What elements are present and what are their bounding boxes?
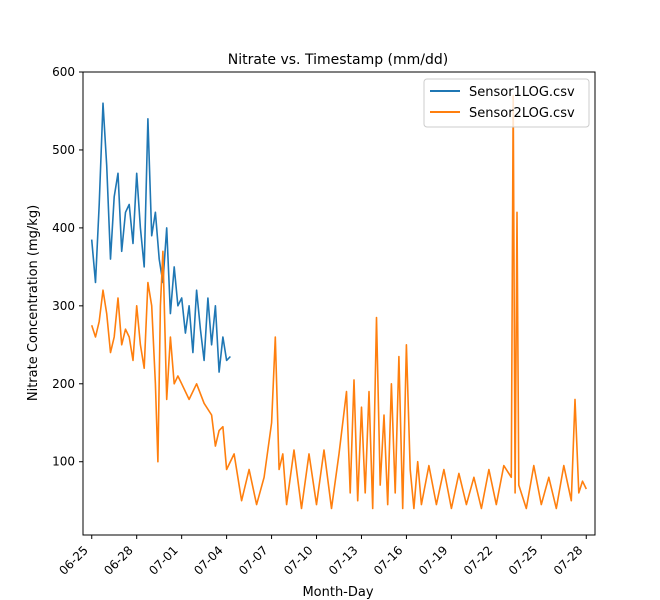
y-tick-label: 400 — [52, 221, 75, 235]
series-line-1 — [90, 102, 231, 373]
series-line-2 — [90, 94, 588, 510]
legend-label-sensor1: Sensor1LOG.csv — [469, 85, 575, 100]
y-tick-label: 300 — [52, 299, 75, 313]
y-axis: 100 200 300 400 500 600 — [52, 65, 83, 469]
x-axis-label: Month-Day — [302, 585, 373, 600]
y-tick-label: 100 — [52, 455, 75, 469]
plot-frame — [82, 71, 596, 536]
y-tick-label: 600 — [52, 65, 75, 79]
plot-area — [90, 94, 588, 510]
y-tick-label: 500 — [52, 143, 75, 157]
chart-title: Nitrate vs. Timestamp (mm/dd) — [228, 52, 449, 68]
legend-box — [423, 78, 590, 128]
legend-label-sensor2: Sensor2LOG.csv — [469, 106, 575, 121]
y-axis-label: Nitrate Concentration (mg/kg) — [26, 205, 41, 401]
legend: Sensor1LOG.csv Sensor2LOG.csv — [423, 78, 590, 128]
y-tick-label: 200 — [52, 377, 75, 391]
